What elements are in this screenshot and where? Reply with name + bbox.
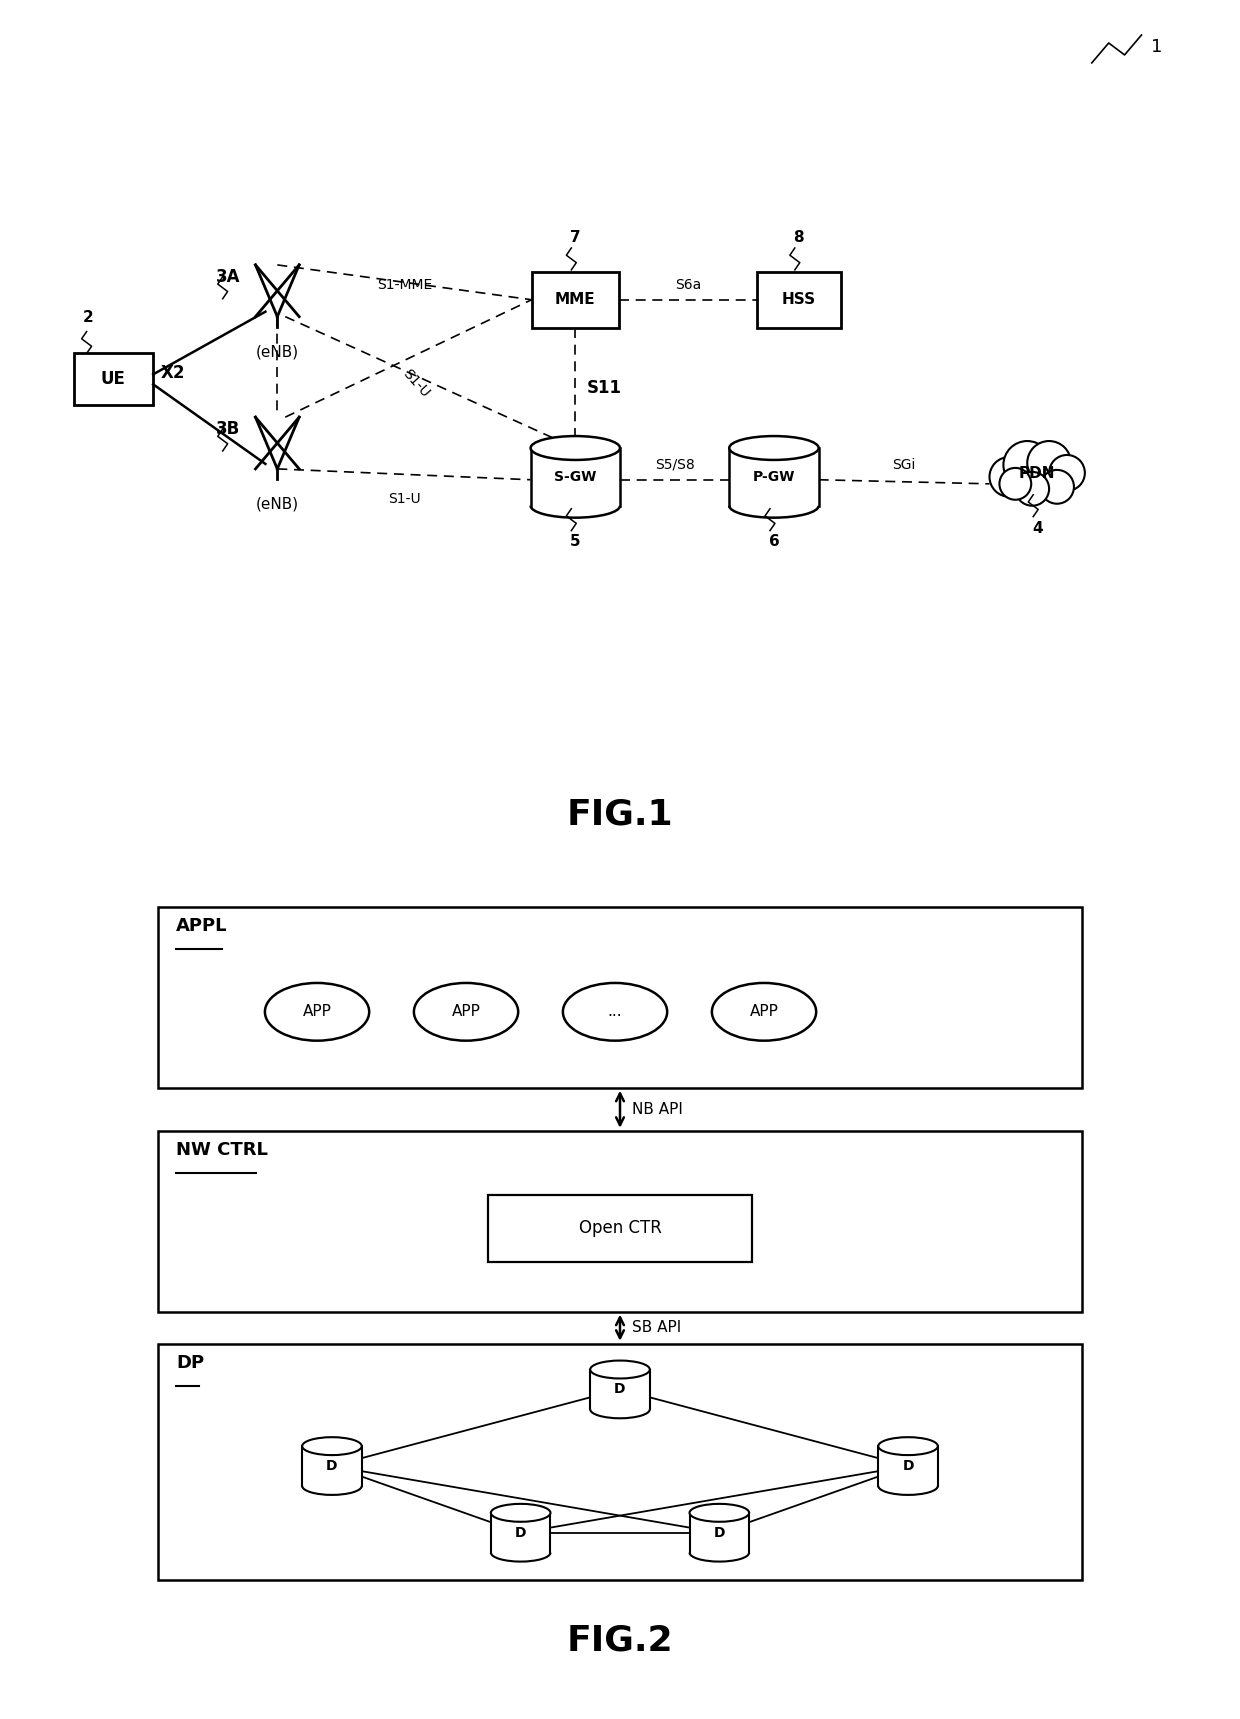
Text: APP: APP — [451, 1004, 480, 1019]
Text: S-GW: S-GW — [554, 469, 596, 483]
Text: S5/S8: S5/S8 — [655, 457, 694, 471]
Text: 8: 8 — [794, 230, 804, 246]
Circle shape — [1027, 442, 1071, 485]
Text: (eNB): (eNB) — [255, 344, 299, 359]
Bar — [491, 1513, 551, 1552]
Ellipse shape — [563, 983, 667, 1040]
Text: ...: ... — [608, 1004, 622, 1019]
Text: D: D — [326, 1459, 337, 1473]
Text: Open CTR: Open CTR — [579, 1219, 661, 1238]
Circle shape — [1040, 469, 1074, 504]
Text: 3A: 3A — [216, 268, 241, 285]
Text: S11: S11 — [588, 378, 622, 397]
Text: 5: 5 — [570, 533, 580, 548]
Bar — [159, 1131, 1081, 1312]
Circle shape — [999, 468, 1032, 500]
Text: 1: 1 — [1152, 38, 1163, 57]
Text: SGi: SGi — [893, 457, 916, 471]
FancyBboxPatch shape — [756, 272, 841, 328]
Circle shape — [1027, 442, 1071, 485]
Text: FIG.1: FIG.1 — [567, 798, 673, 832]
Text: (eNB): (eNB) — [255, 497, 299, 512]
Circle shape — [990, 457, 1029, 497]
Circle shape — [1003, 442, 1052, 488]
Text: NB API: NB API — [632, 1102, 683, 1117]
Text: 3B: 3B — [216, 419, 241, 438]
Text: SB API: SB API — [632, 1320, 681, 1336]
Text: D: D — [903, 1459, 914, 1473]
Text: D: D — [614, 1382, 626, 1396]
Text: DP: DP — [176, 1353, 205, 1372]
Text: D: D — [713, 1526, 725, 1540]
Bar — [489, 1195, 751, 1262]
Text: APPL: APPL — [176, 916, 227, 935]
Circle shape — [1040, 469, 1074, 504]
Bar — [590, 1370, 650, 1410]
Circle shape — [1016, 473, 1049, 505]
Text: D: D — [515, 1526, 527, 1540]
Ellipse shape — [414, 983, 518, 1040]
Ellipse shape — [265, 983, 370, 1040]
Bar — [878, 1446, 937, 1485]
Text: UE: UE — [100, 370, 126, 388]
Text: 7: 7 — [570, 230, 580, 246]
Ellipse shape — [531, 437, 620, 461]
Ellipse shape — [729, 437, 818, 461]
Bar — [531, 449, 620, 505]
Ellipse shape — [712, 983, 816, 1040]
Text: S6a: S6a — [675, 278, 701, 292]
Text: 4: 4 — [1032, 521, 1043, 536]
Circle shape — [990, 457, 1029, 497]
Text: MME: MME — [556, 292, 595, 308]
Text: 2: 2 — [83, 309, 94, 325]
Ellipse shape — [878, 1437, 937, 1454]
Bar — [303, 1446, 362, 1485]
Text: 6: 6 — [769, 533, 779, 548]
Ellipse shape — [303, 1437, 362, 1454]
Ellipse shape — [590, 1360, 650, 1379]
FancyBboxPatch shape — [532, 272, 619, 328]
Circle shape — [1049, 456, 1085, 492]
Ellipse shape — [689, 1504, 749, 1521]
Text: APP: APP — [303, 1004, 331, 1019]
Text: FIG.2: FIG.2 — [567, 1623, 673, 1657]
Bar — [729, 449, 818, 505]
FancyBboxPatch shape — [73, 354, 154, 406]
Text: S1-U: S1-U — [401, 366, 433, 401]
Bar — [159, 906, 1081, 1088]
Ellipse shape — [491, 1504, 551, 1521]
Text: APP: APP — [750, 1004, 779, 1019]
Circle shape — [1003, 442, 1052, 488]
Bar — [689, 1513, 749, 1552]
Text: PDN: PDN — [1019, 466, 1055, 481]
Text: HSS: HSS — [781, 292, 816, 308]
Text: S1-MME: S1-MME — [377, 278, 432, 292]
Text: S1-U: S1-U — [388, 492, 420, 505]
Bar — [159, 1344, 1081, 1580]
Circle shape — [1049, 456, 1085, 492]
Text: NW CTRL: NW CTRL — [176, 1141, 268, 1159]
Text: P-GW: P-GW — [753, 469, 795, 483]
Circle shape — [1016, 473, 1049, 505]
Text: X2: X2 — [161, 364, 185, 382]
Circle shape — [999, 468, 1032, 500]
